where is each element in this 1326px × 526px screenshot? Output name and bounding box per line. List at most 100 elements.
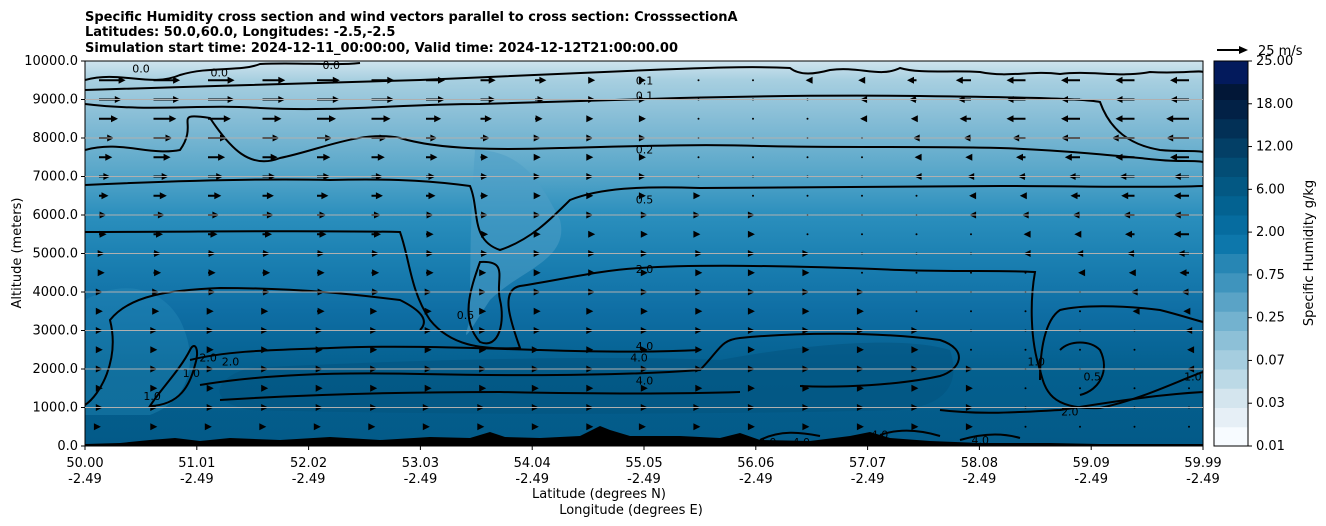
wind-vector: [317, 192, 329, 200]
wind-vector: [533, 230, 541, 238]
wind-vector: [586, 423, 594, 431]
contour-2.0-lowleft: [148, 345, 199, 408]
wind-vector: [1133, 348, 1136, 351]
x-tick-lat: 54.04: [514, 456, 551, 471]
wind-vector: [861, 156, 863, 159]
contour-0.2: [85, 115, 1203, 163]
wind-vector: [426, 269, 434, 277]
wind-vector: [965, 153, 973, 161]
x-tick-lon: -2.49: [515, 472, 549, 487]
x-axis: 50.00-2.4951.01-2.4952.02-2.4953.03-2.49…: [66, 446, 1222, 487]
colorbar-swatch: [1214, 176, 1248, 197]
wind-vector: [695, 384, 703, 392]
colorbar-swatch: [1214, 349, 1248, 370]
wind-vector: [1074, 230, 1082, 238]
wind-vector: [315, 384, 323, 392]
contour-label: 1.0: [1184, 371, 1202, 384]
colorbar-swatch: [1214, 311, 1248, 331]
wind-vector: [1024, 310, 1027, 313]
wind-vector: [697, 79, 700, 82]
wind-vector: [206, 384, 214, 392]
wind-vector: [317, 269, 325, 277]
wind-vector: [480, 115, 492, 123]
x-tick-lat: 51.01: [178, 456, 215, 471]
x-tick-lat: 53.03: [402, 456, 439, 471]
chart-title-line-1: Specific Humidity cross section and wind…: [85, 10, 738, 25]
wind-vector: [261, 384, 269, 392]
wind-vector: [1166, 115, 1189, 123]
contour-label: 0.0: [322, 59, 340, 72]
wind-vector: [747, 269, 755, 277]
wind-vector: [153, 269, 162, 277]
wind-vector: [638, 423, 646, 431]
colorbar: 0.01 0.03 0.07 0.25 0.75 2.00 6.00 12.00 18.00 25…: [1213, 54, 1293, 454]
wind-vector: [915, 233, 918, 236]
wind-vector: [1125, 230, 1135, 238]
wind-vector: [315, 346, 323, 354]
x-tick-lat: 55.05: [625, 456, 662, 471]
contour-label: 4.0: [630, 351, 648, 364]
y-tick-label: 3000.0: [33, 324, 79, 339]
wind-vector: [861, 233, 863, 236]
wind-vector: [208, 115, 231, 123]
wind-vector: [533, 307, 541, 315]
wind-vector: [693, 423, 701, 431]
wind-vector: [533, 192, 541, 200]
wind-vector: [1079, 310, 1081, 313]
wind-vector: [261, 346, 269, 354]
wind-vector: [1115, 153, 1135, 161]
wind-vector: [426, 192, 436, 200]
x-tick-lat: 59.09: [1073, 456, 1110, 471]
wind-vector: [153, 230, 163, 238]
wind-vector: [1016, 153, 1026, 161]
wind-vector: [317, 230, 327, 238]
x-tick-lon: -2.49: [1186, 472, 1220, 487]
contour-4.0-low: [219, 390, 741, 401]
wind-vector: [422, 423, 430, 431]
wind-vector: [697, 156, 700, 159]
wind-vector: [317, 76, 340, 84]
wind-vector: [1079, 348, 1081, 351]
wind-vector: [911, 384, 919, 392]
wind-vector: [208, 76, 235, 84]
wind-vector: [1115, 76, 1135, 84]
wind-vector: [1024, 387, 1027, 390]
contour-label: 1.0: [183, 367, 201, 380]
wind-vector: [1024, 425, 1027, 428]
wind-vector: [206, 346, 214, 354]
wind-vector: [370, 384, 378, 392]
contour-label: 0.5: [636, 194, 654, 207]
colorbar-swatch: [1214, 330, 1248, 351]
y-tick-label: 2000.0: [33, 362, 79, 377]
wind-vector: [480, 76, 496, 84]
wind-vector: [426, 115, 442, 123]
wind-vector: [752, 194, 754, 197]
wind-vector: [695, 307, 703, 315]
y-tick-label: 10000.0: [24, 54, 78, 69]
contour-label: 4.0: [792, 436, 810, 449]
wind-vector: [747, 307, 755, 315]
wind-vector: [1023, 230, 1031, 238]
wind-vector: [424, 307, 432, 315]
wind-vector: [480, 153, 489, 161]
contour-label: 0.1: [636, 90, 654, 103]
contour-0.5-right: [1059, 341, 1105, 396]
quiver-key: 25 m/s: [1217, 44, 1303, 59]
wind-vector: [970, 233, 972, 236]
wind-vector: [802, 346, 810, 354]
wind-vector: [640, 384, 648, 392]
colorbar-swatch: [1214, 292, 1248, 312]
wind-vector: [747, 230, 755, 238]
y-axis: 0.0 1000.0 2000.0 3000.0 4000.0 5000.0 6000.0 7…: [24, 54, 1203, 454]
contour-label: 0.5: [1083, 371, 1101, 384]
wind-vector: [424, 346, 432, 354]
colorbar-tick-label: 0.07: [1256, 353, 1285, 368]
wind-vector: [150, 346, 158, 354]
wind-vector: [638, 192, 646, 200]
colorbar-tick-label: 0.25: [1256, 311, 1285, 326]
wind-vector: [262, 269, 271, 277]
wind-vector: [208, 269, 216, 277]
wind-vector: [1078, 269, 1086, 277]
x-tick-lat: 56.06: [737, 456, 774, 471]
